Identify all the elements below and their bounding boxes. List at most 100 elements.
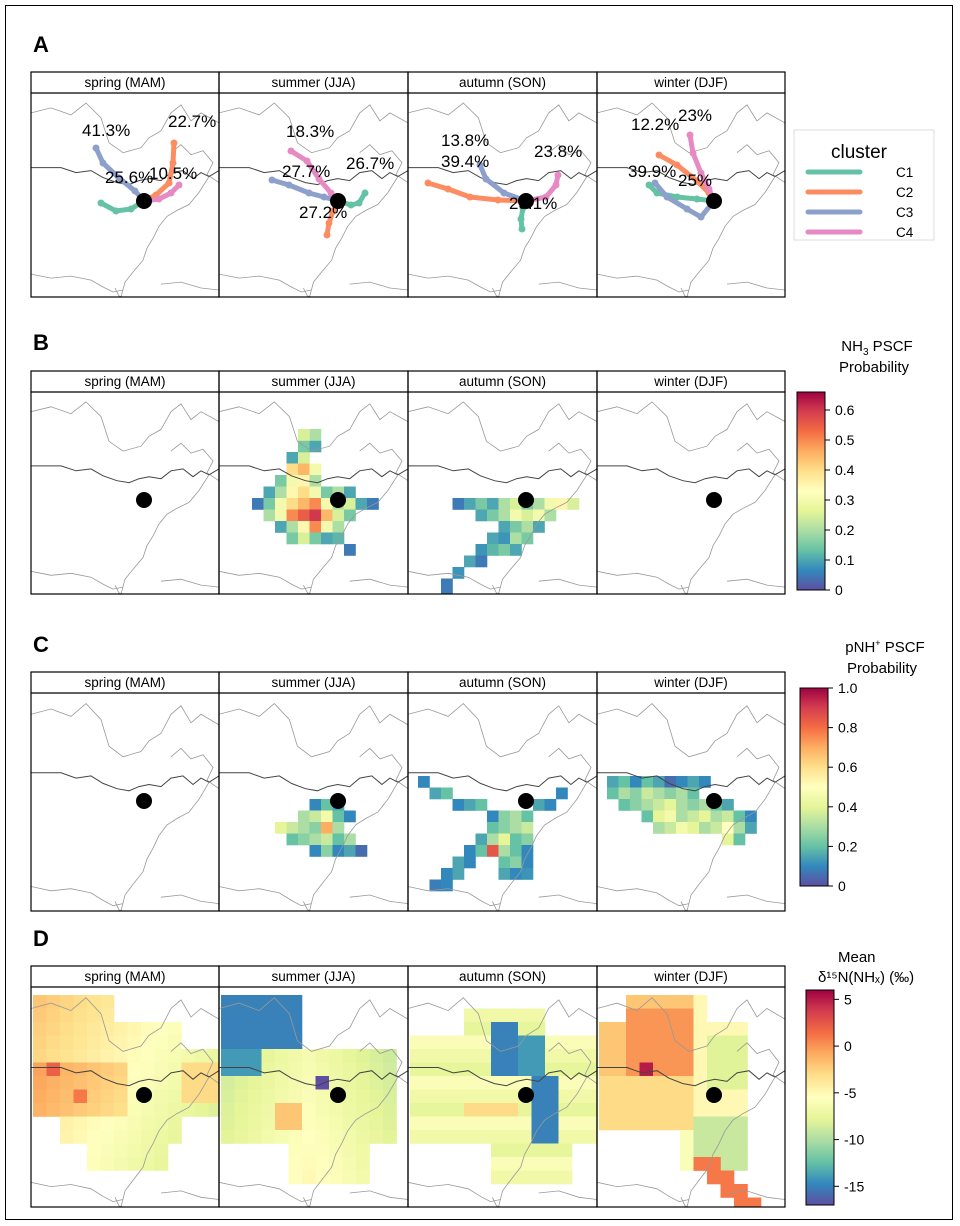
grid-cell (666, 1116, 681, 1131)
grid-cell (626, 1103, 640, 1117)
grid-cell (680, 1143, 694, 1158)
grid-cell (612, 1062, 627, 1077)
border-line (219, 772, 408, 792)
trajectory-point (115, 174, 123, 182)
grid-cell (491, 1170, 505, 1185)
grid-cell (498, 498, 511, 510)
grid-cell (114, 1076, 128, 1090)
site-marker (706, 1087, 722, 1103)
grid-cell (477, 1103, 492, 1117)
grid-cell (491, 1035, 505, 1050)
trajectory-point (329, 207, 337, 215)
site-marker (330, 1087, 346, 1103)
colorbar-ramp (796, 391, 826, 591)
cluster-percentage-label: 26.7% (346, 154, 394, 173)
grid-cell (450, 1062, 465, 1077)
coastline-gulf (31, 570, 124, 590)
grid-cell (464, 1089, 478, 1104)
grid-cell (510, 810, 522, 823)
colorbar-tick-label: 0.3 (835, 492, 855, 508)
panel-row-A: A 25.6% 22.7% 41.3% 10.5% spring (MAM) 26.7% 27… (30, 32, 786, 298)
grid-cell (498, 856, 511, 869)
grid-cell (653, 995, 667, 1009)
grid-cell (114, 1089, 128, 1104)
grid-cell (275, 509, 287, 522)
grid-cell (558, 1062, 573, 1077)
grid-cell (288, 1076, 303, 1090)
map-content: 25.6% 22.7% 41.3% 10.5% (31, 102, 219, 297)
grid-cell (545, 1076, 559, 1090)
grid-cell (429, 787, 442, 800)
panel-border (218, 71, 409, 298)
grid-cell (286, 475, 299, 487)
grid-cell (286, 486, 299, 499)
grid-cell (498, 544, 511, 556)
legend-label-C2: C2 (896, 185, 913, 200)
grid-cell (114, 1143, 128, 1158)
grid-cell (487, 810, 499, 823)
grid-cell (342, 1130, 357, 1144)
trajectory-point (673, 193, 681, 201)
grid-cell (441, 578, 453, 591)
grid-cell (234, 1022, 249, 1036)
grid-cell (423, 1130, 438, 1144)
border-line (219, 1067, 408, 1087)
grid-cell (531, 1157, 546, 1171)
grid-cell (734, 1184, 748, 1198)
grid-cell (722, 799, 734, 811)
grid-cell (87, 1116, 101, 1131)
grid-cell (332, 845, 345, 857)
grid-cell (653, 787, 665, 800)
map-panel-A-1: 25.6% 22.7% 41.3% 10.5% spring (MAM) (30, 71, 220, 298)
grid-cell (73, 1076, 88, 1090)
grid-cell (599, 1089, 613, 1104)
season-header: summer (JJA) (272, 675, 356, 690)
site-marker (518, 1087, 534, 1103)
grid-cell (302, 1157, 316, 1171)
grid-cell (612, 1049, 627, 1063)
grid-cell (286, 463, 299, 476)
coastline-gulf (219, 570, 312, 590)
grid-cell (707, 1143, 721, 1158)
grid-cell (369, 1130, 384, 1144)
grid-cell (653, 822, 665, 834)
grid-cell (558, 1116, 573, 1131)
cluster-percentage-label: 25% (678, 171, 712, 190)
coastline-labrador (170, 144, 219, 183)
grid-cell (680, 1035, 694, 1050)
grid-cell (653, 1049, 667, 1063)
grid-cell (504, 1062, 519, 1077)
grid-cell (127, 1062, 142, 1077)
grid-cell (477, 1035, 492, 1050)
grid-cell (168, 1103, 182, 1117)
grid-cell (321, 486, 333, 499)
grid-cell (626, 1022, 640, 1036)
grid-cell (518, 1008, 532, 1023)
grid-cell (475, 799, 488, 811)
grid-cell (181, 1103, 196, 1117)
coastline-atlantic (120, 1076, 210, 1207)
grid-cell (618, 799, 631, 811)
map-panel-C-2: summer (JJA) (218, 671, 409, 912)
grid-cell (545, 1130, 559, 1144)
grid-cell (321, 833, 333, 846)
grid-cell (504, 1103, 519, 1117)
grid-cell (437, 1103, 451, 1117)
grid-cell (491, 1022, 505, 1036)
grid-cell (693, 1116, 708, 1131)
grid-cell (452, 799, 465, 811)
grid-cell (464, 856, 476, 869)
grid-cell (261, 1103, 276, 1117)
coastline-north (597, 703, 785, 758)
grid-cell (302, 1062, 316, 1077)
colorbar-tick-label: 1.0 (838, 680, 858, 696)
grid-cell (720, 1170, 735, 1185)
grid-cell (288, 1103, 303, 1117)
trajectory-point (697, 213, 705, 221)
grid-cell (720, 1103, 735, 1117)
coastline-labrador (359, 144, 408, 183)
grid-cell (332, 822, 345, 834)
grid-cell (100, 1116, 115, 1131)
trajectory-point (697, 169, 705, 177)
coastline-caribbean (726, 1190, 785, 1200)
